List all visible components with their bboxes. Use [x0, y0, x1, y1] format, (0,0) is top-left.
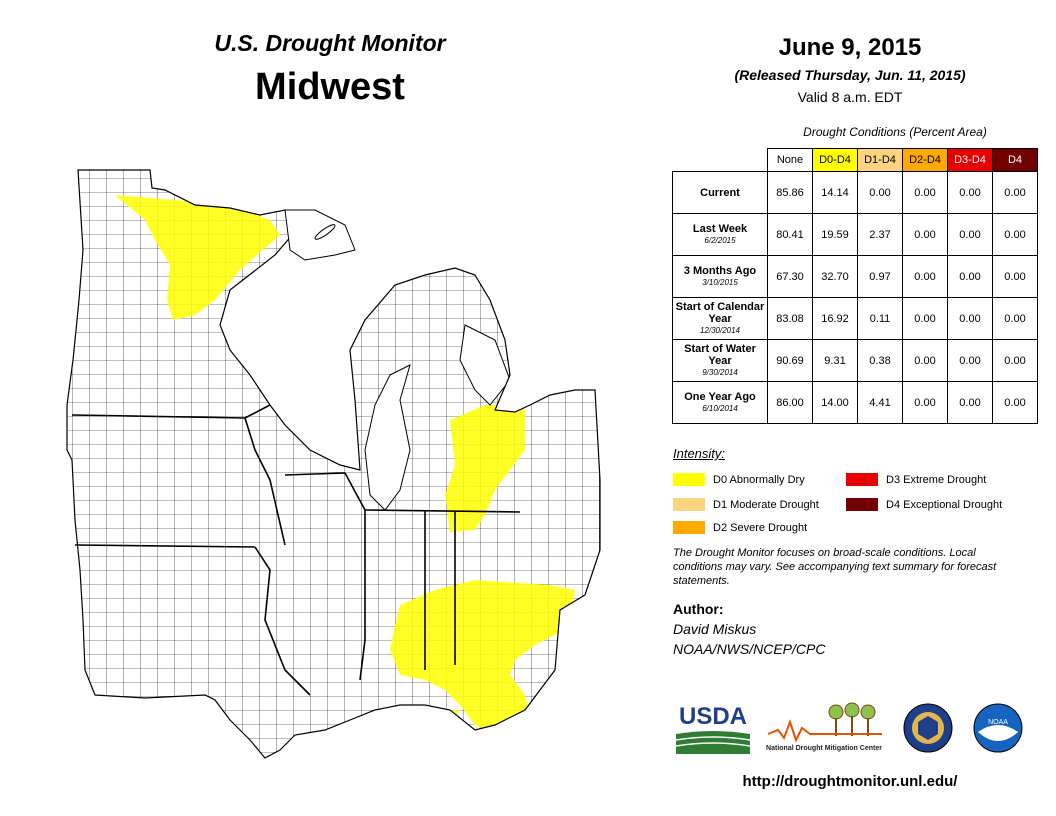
table-cell: 83.08 [767, 297, 813, 340]
lake-huron [459, 324, 511, 406]
table-cell: 0.00 [947, 339, 993, 382]
legend-label-d2: D2 Severe Drought [713, 522, 808, 534]
table-cell: 0.00 [857, 171, 903, 214]
disclaimer-note: The Drought Monitor focuses on broad-sca… [673, 547, 997, 587]
author-name: David Miskus [673, 621, 757, 637]
monitor-title: U.S. Drought Monitor [214, 30, 446, 56]
table-cell: 2.37 [857, 213, 903, 256]
legend-swatch-d2 [673, 521, 705, 534]
table-row: Last Week 6/2/2015 80.41 19.59 2.37 0.00 … [672, 213, 1038, 256]
legend-label-d4: D4 Exceptional Drought [886, 499, 1003, 511]
usda-logo: USDA [675, 703, 751, 754]
table-row: 3 Months Ago 3/10/2015 67.30 32.70 0.97 0… [672, 255, 1038, 298]
col-d0-d4: D0-D4 [812, 148, 858, 172]
row-label: Current [672, 171, 768, 214]
table-cell: 0.38 [857, 339, 903, 382]
lake-michigan [364, 364, 411, 511]
table-corner [673, 149, 768, 172]
legend-swatch-d0 [673, 473, 705, 486]
table-cell: 16.92 [812, 297, 858, 340]
table-cell: 0.00 [992, 255, 1038, 298]
table-row: Start of Calendar Year 12/30/2014 83.08 1… [672, 297, 1038, 340]
table-cell: 0.00 [992, 213, 1038, 256]
row-label: Last Week 6/2/2015 [672, 213, 768, 256]
state-boundaries [71, 404, 521, 696]
isle-royale [314, 224, 336, 240]
table-cell: 0.00 [947, 297, 993, 340]
doc-seal-logo [903, 703, 953, 753]
svg-text:National Drought Mitigation Ce: National Drought Mitigation Center [766, 745, 882, 752]
col-none: None [767, 148, 813, 172]
table-cell: 0.11 [857, 297, 903, 340]
author-organization: NOAA/NWS/NCEP/CPC [673, 641, 826, 657]
table-cell: 0.00 [992, 381, 1038, 424]
row-label: 3 Months Ago 3/10/2015 [672, 255, 768, 298]
map-date: June 9, 2015 [778, 34, 922, 61]
table-cell: 0.00 [902, 255, 948, 298]
table-cell: 0.00 [902, 381, 948, 424]
row-label: One Year Ago 6/10/2014 [672, 381, 768, 424]
table-cell: 0.00 [902, 171, 948, 214]
col-d1-d4: D1-D4 [857, 148, 903, 172]
table-cell: 86.00 [767, 381, 813, 424]
table-cell: 0.97 [857, 255, 903, 298]
midwest-drought-map [66, 169, 601, 759]
row-label: Start of Calendar Year 12/30/2014 [672, 297, 768, 340]
conditions-table: None D0-D4 D1-D4 D2-D4 D3-D4 D4 Current … [672, 148, 1038, 424]
legend-label-d3: D3 Extreme Drought [886, 474, 987, 486]
valid-time: Valid 8 a.m. EDT [797, 89, 903, 105]
table-cell: 9.31 [812, 339, 858, 382]
table-header-row: None D0-D4 D1-D4 D2-D4 D3-D4 D4 [673, 148, 1038, 172]
table-cell: 0.00 [992, 339, 1038, 382]
legend-swatch-d3 [846, 473, 878, 486]
table-cell: 0.00 [902, 339, 948, 382]
legend-label-d1: D1 Moderate Drought [713, 499, 819, 511]
svg-text:NOAA: NOAA [988, 719, 1008, 726]
region-title: Midwest [255, 66, 405, 108]
table-cell: 90.69 [767, 339, 813, 382]
release-date: (Released Thursday, Jun. 11, 2015) [734, 67, 966, 83]
table-cell: 0.00 [947, 255, 993, 298]
svg-text:USDA: USDA [679, 703, 747, 730]
legend-title: Intensity: [673, 446, 726, 461]
legend-swatch-d1 [673, 498, 705, 511]
table-cell: 14.00 [812, 381, 858, 424]
table-cell: 0.00 [992, 171, 1038, 214]
table-cell: 4.41 [857, 381, 903, 424]
noaa-logo: NOAA [973, 703, 1023, 753]
table-cell: 85.86 [767, 171, 813, 214]
legend-label-d0: D0 Abnormally Dry [713, 474, 805, 486]
ndmc-logo: National Drought Mitigation Center [766, 702, 882, 752]
col-d4: D4 [992, 148, 1038, 172]
table-cell: 19.59 [812, 213, 858, 256]
table-cell: 80.41 [767, 213, 813, 256]
row-label: Start of Water Year 9/30/2014 [672, 339, 768, 382]
table-cell: 0.00 [902, 297, 948, 340]
author-heading: Author: [673, 601, 724, 617]
col-d2-d4: D2-D4 [902, 148, 948, 172]
table-row: One Year Ago 6/10/2014 86.00 14.00 4.41 0… [672, 381, 1038, 424]
table-cell: 14.14 [812, 171, 858, 214]
table-cell: 32.70 [812, 255, 858, 298]
table-cell: 0.00 [902, 213, 948, 256]
table-cell: 0.00 [947, 381, 993, 424]
table-cell: 67.30 [767, 255, 813, 298]
conditions-title: Drought Conditions (Percent Area) [803, 125, 987, 139]
table-row: Current 85.86 14.14 0.00 0.00 0.00 0.00 [672, 171, 1038, 214]
table-row: Start of Water Year 9/30/2014 90.69 9.31 … [672, 339, 1038, 382]
table-cell: 0.00 [947, 171, 993, 214]
legend-swatch-d4 [846, 498, 878, 511]
col-d3-d4: D3-D4 [947, 148, 993, 172]
table-cell: 0.00 [992, 297, 1038, 340]
website-url[interactable]: http://droughtmonitor.unl.edu/ [742, 773, 958, 790]
d0-abnormally-dry-areas [115, 195, 575, 738]
table-cell: 0.00 [947, 213, 993, 256]
